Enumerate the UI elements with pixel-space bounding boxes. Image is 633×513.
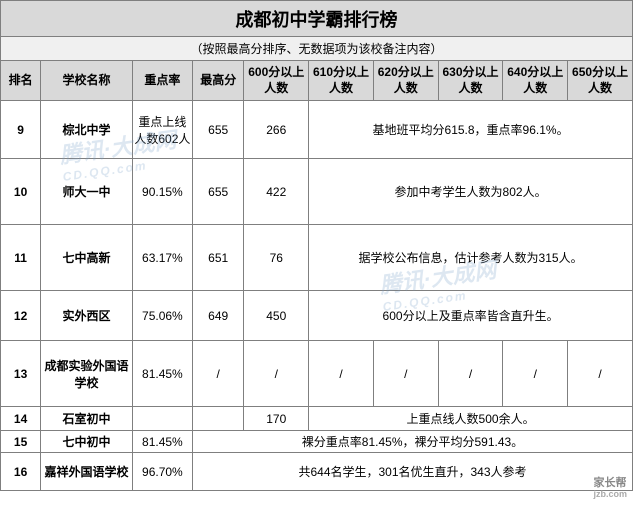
footer-badge: 家长帮 jzb.com xyxy=(593,474,627,499)
table-row: 15 七中初中 81.45% 裸分重点率81.45%，裸分平均分591.43。 xyxy=(1,431,633,453)
footer-sub: jzb.com xyxy=(593,490,627,499)
header-c620: 620分以上人数 xyxy=(373,61,438,101)
topscore-cell: 649 xyxy=(193,291,244,341)
header-rank: 排名 xyxy=(1,61,41,101)
rank-cell: 16 xyxy=(1,453,41,491)
c630-cell: / xyxy=(438,341,503,407)
c620-cell: / xyxy=(373,341,438,407)
footer-main: 家长帮 xyxy=(593,477,626,489)
school-cell: 七中高新 xyxy=(41,225,133,291)
rate-cell: 75.06% xyxy=(132,291,192,341)
table-row: 10 师大一中 90.15% 655 422 参加中考学生人数为802人。 xyxy=(1,159,633,225)
c600-cell: 76 xyxy=(244,225,309,291)
rate-cell xyxy=(132,407,192,431)
school-cell: 七中初中 xyxy=(41,431,133,453)
header-school: 学校名称 xyxy=(41,61,133,101)
table-container: 成都初中学霸排行榜 （按照最高分排序、无数据项为该校备注内容） 排名 学校名称 … xyxy=(0,0,633,513)
topscore-cell: / xyxy=(193,341,244,407)
table-row: 13 成都实验外国语学校 81.45% / / / / / / / xyxy=(1,341,633,407)
note-cell: 基地班平均分615.8，重点率96.1%。 xyxy=(309,101,633,159)
table-row: 11 七中高新 63.17% 651 76 据学校公布信息，估计参考人数为315… xyxy=(1,225,633,291)
topscore-cell: 651 xyxy=(193,225,244,291)
table-row: 12 实外西区 75.06% 649 450 600分以上及重点率皆含直升生。 xyxy=(1,291,633,341)
rank-cell: 9 xyxy=(1,101,41,159)
school-cell: 石室初中 xyxy=(41,407,133,431)
header-row: 排名 学校名称 重点率 最高分 600分以上人数 610分以上人数 620分以上… xyxy=(1,61,633,101)
table-title: 成都初中学霸排行榜 xyxy=(1,1,633,37)
rank-cell: 13 xyxy=(1,341,41,407)
school-cell: 成都实验外国语学校 xyxy=(41,341,133,407)
rate-cell: 81.45% xyxy=(132,431,192,453)
note-cell: 600分以上及重点率皆含直升生。 xyxy=(309,291,633,341)
topscore-cell: 655 xyxy=(193,159,244,225)
school-cell: 嘉祥外国语学校 xyxy=(41,453,133,491)
rank-cell: 15 xyxy=(1,431,41,453)
c610-cell: / xyxy=(309,341,374,407)
title-row: 成都初中学霸排行榜 xyxy=(1,1,633,37)
note-cell: 共644名学生，301名优生直升，343人参考 xyxy=(193,453,633,491)
table-subtitle: （按照最高分排序、无数据项为该校备注内容） xyxy=(1,37,633,61)
rate-cell: 81.45% xyxy=(132,341,192,407)
note-cell: 据学校公布信息，估计参考人数为315人。 xyxy=(309,225,633,291)
note-cell: 参加中考学生人数为802人。 xyxy=(309,159,633,225)
school-cell: 棕北中学 xyxy=(41,101,133,159)
c600-cell: / xyxy=(244,341,309,407)
table-row: 14 石室初中 170 上重点线人数500余人。 xyxy=(1,407,633,431)
rate-cell: 90.15% xyxy=(132,159,192,225)
c640-cell: / xyxy=(503,341,568,407)
header-rate: 重点率 xyxy=(132,61,192,101)
rank-cell: 11 xyxy=(1,225,41,291)
rate-cell: 重点上线人数602人 xyxy=(132,101,192,159)
header-c650: 650分以上人数 xyxy=(568,61,633,101)
header-c600: 600分以上人数 xyxy=(244,61,309,101)
note-cell: 上重点线人数500余人。 xyxy=(309,407,633,431)
rank-cell: 14 xyxy=(1,407,41,431)
topscore-cell: 655 xyxy=(193,101,244,159)
header-topscore: 最高分 xyxy=(193,61,244,101)
rank-cell: 12 xyxy=(1,291,41,341)
c600-cell: 422 xyxy=(244,159,309,225)
school-cell: 师大一中 xyxy=(41,159,133,225)
header-c630: 630分以上人数 xyxy=(438,61,503,101)
c650-cell: / xyxy=(568,341,633,407)
c600-cell: 450 xyxy=(244,291,309,341)
ranking-table: 成都初中学霸排行榜 （按照最高分排序、无数据项为该校备注内容） 排名 学校名称 … xyxy=(0,0,633,491)
note-cell: 裸分重点率81.45%，裸分平均分591.43。 xyxy=(193,431,633,453)
c600-cell: 266 xyxy=(244,101,309,159)
table-row: 9 棕北中学 重点上线人数602人 655 266 基地班平均分615.8，重点… xyxy=(1,101,633,159)
topscore-cell xyxy=(193,407,244,431)
rank-cell: 10 xyxy=(1,159,41,225)
header-c610: 610分以上人数 xyxy=(309,61,374,101)
header-c640: 640分以上人数 xyxy=(503,61,568,101)
rate-cell: 96.70% xyxy=(132,453,192,491)
c600-cell: 170 xyxy=(244,407,309,431)
subtitle-row: （按照最高分排序、无数据项为该校备注内容） xyxy=(1,37,633,61)
table-row: 16 嘉祥外国语学校 96.70% 共644名学生，301名优生直升，343人参… xyxy=(1,453,633,491)
school-cell: 实外西区 xyxy=(41,291,133,341)
rate-cell: 63.17% xyxy=(132,225,192,291)
